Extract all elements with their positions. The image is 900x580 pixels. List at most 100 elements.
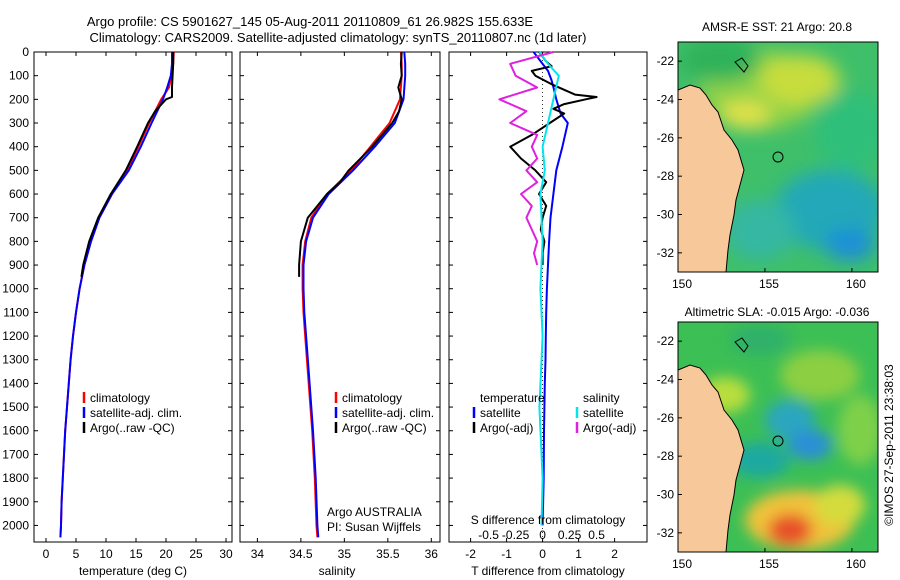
x-tick-label: 10 [99,547,113,561]
legend-label-satellite-t: satellite [480,406,521,420]
map-x-tick-label: 150 [672,557,692,571]
difference-axes-box [448,51,648,543]
depth-tick-label: 1300 [2,353,29,367]
x-tick-label: 0 [539,547,546,561]
depth-tick-label: 1500 [2,400,29,414]
legend-header-salinity: salinity [583,391,620,405]
legend-label-argo: Argo(..raw -QC) [90,421,175,435]
depth-tick-label: 600 [9,187,29,201]
sst-map-tick-labels: 150 155 160 -22 -24 -26 -28 -30 -32 [657,54,867,291]
difference-panel: -2 -1 0 1 2 -0.5 -0.25 0 0.25 0.5 T difference fr… [448,51,648,578]
temperature-series [59,51,175,538]
series-line-satellite-adj-clim- [302,51,407,538]
series-line-satellite [532,51,569,526]
sla-map-panel: Altimetric SLA: -0.015 Argo: -0.036 150 1… [657,305,879,571]
map-y-tick-label: -24 [657,93,675,107]
salinity-legend: climatology satellite-adj. clim. Argo(..… [334,391,434,435]
legend-label-argo: Argo(..raw -QC) [342,421,427,435]
series-line-argo-adj-s- [498,51,554,266]
depth-tick-label: 1900 [2,495,29,509]
s-tick-label: 0.25 [558,528,582,542]
depth-tick-label: 800 [9,234,29,248]
figure-title-line2: Climatology: CARS2009. Satellite-adjuste… [90,30,587,45]
map-y-tick-label: -22 [657,54,675,68]
x-tick-label: 36 [425,547,439,561]
legend-label-satellite: satellite-adj. clim. [342,406,434,420]
x-tick-label: 35.5 [376,547,400,561]
depth-tick-label: 400 [9,140,29,154]
s-tick-label: 0 [539,528,546,542]
legend-header-temperature: temperature [480,391,545,405]
sst-map-panel: AMSR-E SST: 21 Argo: 20.8 150 155 160 -22 -2… [657,20,879,291]
x-tick-label: -2 [465,547,476,561]
x-tick-label: 2 [611,547,618,561]
map-x-tick-label: 160 [846,277,866,291]
legend-label-satellite-s: satellite [583,406,624,420]
difference-xlabel-top: S difference from climatology [471,513,626,527]
annotation-pi: PI: Susan Wijffels [327,520,421,534]
x-tick-label: 25 [189,547,203,561]
depth-tick-label: 700 [9,211,29,225]
argo-position-marker [772,151,784,163]
series-line-satellite-s- [538,51,560,526]
temperature-tick-labels: 0 5 10 15 20 25 30 [34,51,233,561]
sla-map-box [677,321,879,553]
depth-tick-label: 200 [9,92,29,106]
legend-label-climatology: climatology [342,391,402,405]
difference-xlabel: T difference from climatology [471,564,625,578]
s-tick-label: 0.5 [588,528,605,542]
map-y-tick-label: -32 [657,246,675,260]
sst-map-box [677,41,879,273]
imos-stamp: ©IMOS 27-Sep-2011 23:38:03 [882,364,896,526]
depth-tick-label: 1700 [2,447,29,461]
x-tick-label: 0 [43,547,50,561]
depth-tick-label: 2000 [2,518,29,532]
legend-label-climatology: climatology [90,391,150,405]
sst-map-field [678,42,878,272]
salinity-panel: 34 34.5 35 35.5 36 salinity climatology sate… [239,51,441,578]
depth-tick-label: 1200 [2,329,29,343]
x-tick-label: 30 [219,547,233,561]
map-y-tick-label: -26 [657,411,675,425]
sla-land [678,364,745,552]
temperature-xlabel: temperature (deg C) [79,564,187,578]
depth-tick-label: 1600 [2,424,29,438]
s-tick-label: -0.5 [478,528,499,542]
x-tick-label: 20 [159,547,173,561]
x-tick-label: 35 [338,547,352,561]
series-line-argo-raw-qc- [298,51,403,277]
map-y-tick-label: -26 [657,131,675,145]
map-y-tick-label: -28 [657,169,675,183]
depth-tick-label: 1800 [2,471,29,485]
salinity-xlabel: salinity [319,564,356,578]
sla-map-field [678,322,878,552]
sst-map-title: AMSR-E SST: 21 Argo: 20.8 [702,20,852,34]
map-x-tick-label: 155 [759,277,779,291]
depth-tick-label: 1100 [3,305,29,319]
x-tick-label: 1 [575,547,582,561]
map-x-tick-label: 160 [846,557,866,571]
temperature-axes-box [33,51,233,543]
legend-label-argo-s: Argo(-adj) [583,421,636,435]
map-y-tick-label: -30 [657,488,675,502]
map-y-tick-label: -30 [657,208,675,222]
s-tick-label: -0.25 [502,528,530,542]
x-tick-label: -1 [501,547,512,561]
depth-tick-labels: 0 100 200 300 400 500 600 700 800 900 1000 1100 1200… [2,45,29,532]
temperature-panel: 0100200300400500600700800900100011001200… [2,45,233,578]
map-x-tick-label: 155 [759,557,779,571]
legend-label-argo-t: Argo(-adj) [480,421,533,435]
x-tick-label: 15 [129,547,143,561]
difference-tick-labels: -2 -1 0 1 2 -0.5 -0.25 0 0.25 0.5 [449,51,647,561]
difference-legend: temperature satellite Argo(-adj) salinit… [472,391,636,435]
sla-map-tick-labels: 150 155 160 -22 -24 -26 -28 -30 -32 [657,334,867,571]
sst-land [678,84,745,272]
temperature-legend: climatology satellite-adj. clim. Argo(..… [82,391,182,435]
figure-title-line1: Argo profile: CS 5901627_145 05-Aug-2011… [87,14,534,29]
series-line-argo-raw-qc- [80,52,175,278]
x-tick-label: 5 [73,547,80,561]
map-y-tick-label: -24 [657,373,675,387]
salinity-axes-box [239,51,441,543]
map-y-tick-label: -28 [657,449,675,463]
x-tick-label: 34 [251,547,265,561]
